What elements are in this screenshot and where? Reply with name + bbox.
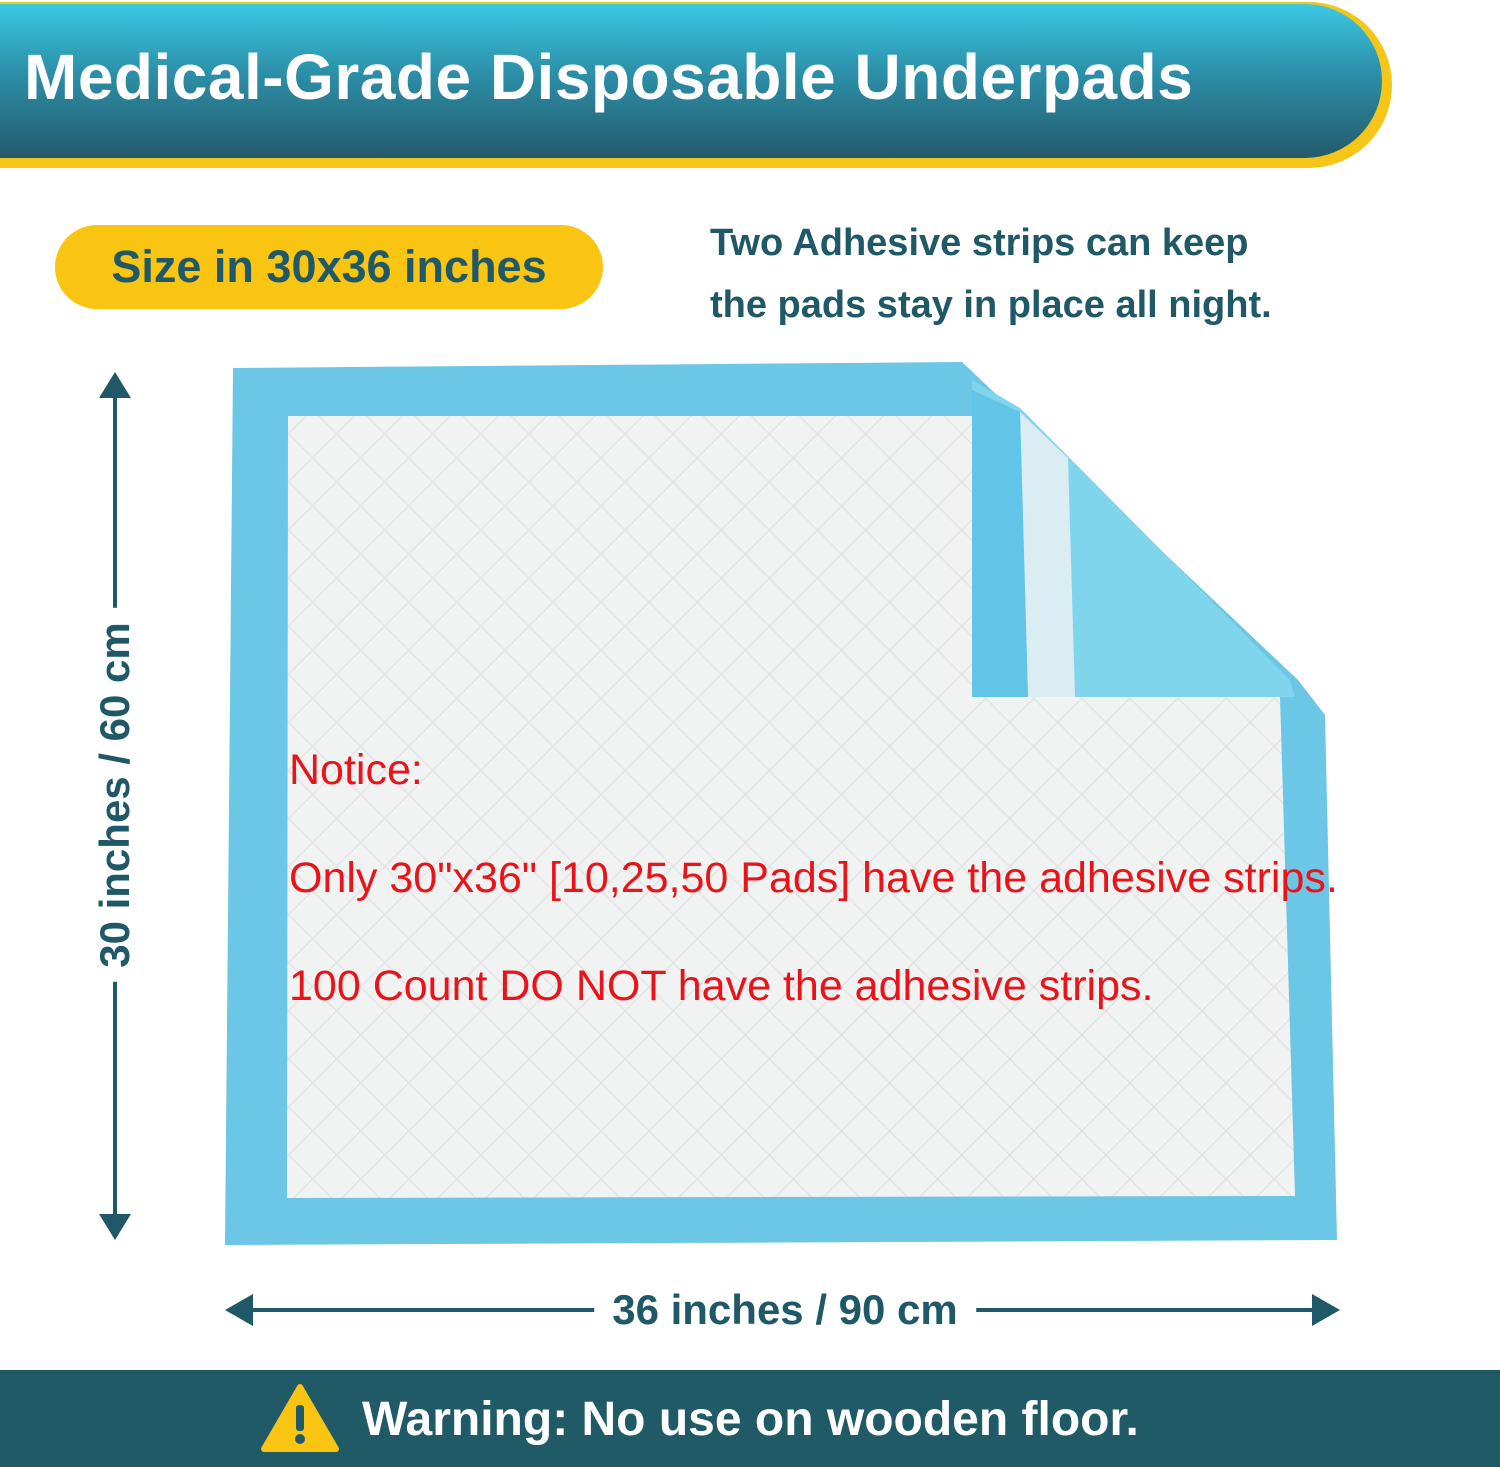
- arrow-left-icon: [225, 1294, 253, 1326]
- notice-line-2: 100 Count DO NOT have the adhesive strip…: [289, 962, 1154, 1010]
- width-dimension-label: 36 inches / 90 cm: [594, 1286, 976, 1334]
- notice-heading: Notice:: [289, 746, 423, 794]
- adhesive-info-line-1: Two Adhesive strips can keep: [710, 222, 1249, 264]
- height-dimension-label: 30 inches / 60 cm: [91, 608, 139, 982]
- arrow-right-icon: [1312, 1294, 1340, 1326]
- size-badge-label: Size in 30x36 inches: [111, 241, 547, 292]
- warning-triangle-icon: [261, 1384, 339, 1452]
- warning-bar: [0, 1370, 1500, 1467]
- size-badge: Size in 30x36 inches: [55, 225, 603, 309]
- adhesive-strip-blue: [972, 390, 1028, 697]
- adhesive-strip: [1020, 412, 1075, 697]
- page-title: Medical-Grade Disposable Underpads: [24, 41, 1194, 113]
- arrow-up-icon: [99, 372, 131, 398]
- title-banner: [0, 4, 1382, 158]
- adhesive-info-line-2: the pads stay in place all night.: [710, 284, 1272, 326]
- arrow-down-icon: [99, 1214, 131, 1240]
- warning-text: Warning: No use on wooden floor.: [362, 1393, 1139, 1446]
- notice-line-1: Only 30"x36" [10,25,50 Pads] have the ad…: [289, 854, 1338, 902]
- pad-absorbent-core: [287, 416, 1295, 1198]
